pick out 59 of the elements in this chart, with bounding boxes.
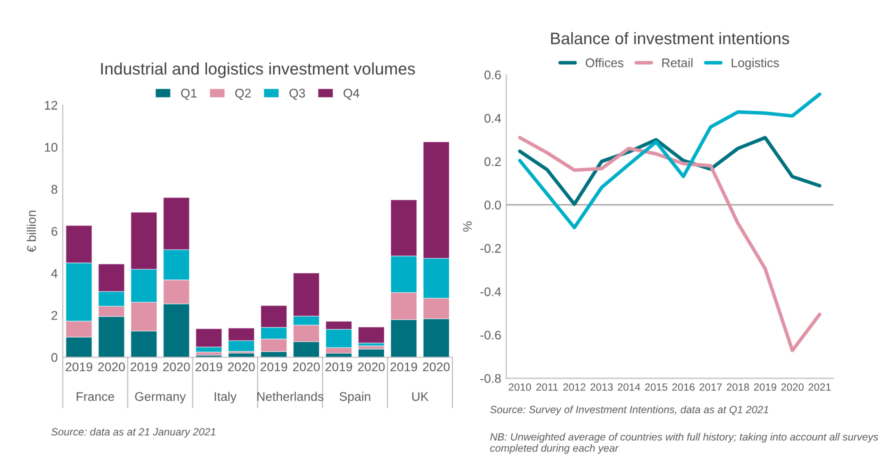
y-tick-label: 10	[44, 142, 58, 152]
x-tick-label: 2016	[672, 383, 695, 391]
x-tick-label: 2020	[358, 362, 385, 372]
source-note: Source: Survey of Investment Intentions, data as at Q1 2021	[490, 406, 768, 416]
x-tick-label: 2019	[196, 362, 222, 372]
text: Italy	[214, 392, 237, 404]
x-tick-label: 2010	[508, 383, 532, 391]
legend-label: Q3	[289, 88, 305, 100]
y-tick-label: -0.4	[480, 287, 502, 296]
chart-title: Industrial and logistics investment volumes	[101, 62, 415, 78]
x-tick-label: 2020	[293, 362, 320, 372]
y-tick-label: 2	[52, 311, 58, 320]
x-tick-label: 2014	[618, 383, 640, 391]
y-axis-title: %	[463, 221, 472, 232]
text: UK	[412, 392, 429, 401]
x-tick-label: 2021	[808, 383, 831, 391]
x-tick-label: 2020	[98, 362, 125, 372]
x-tick-label: 2019	[390, 362, 418, 372]
y-axis-title: € billion	[26, 210, 36, 252]
y-tick-label: -0.8	[480, 374, 501, 383]
legend-label: Logistics	[732, 58, 779, 70]
legend-label: Q1	[181, 88, 197, 100]
text: NB: Unweighted average of countries with full history; taking into account all surveys completed during each year	[490, 432, 878, 454]
x-tick-label: 2019	[326, 362, 352, 372]
x-tick-label: 2019	[260, 362, 288, 372]
legend-label: Retail	[662, 58, 692, 68]
x-tick-label: 2015	[645, 383, 668, 391]
y-tick-label: 6	[52, 226, 58, 236]
x-tick-label: 2011	[536, 383, 558, 391]
x-tick-label: 2020	[163, 362, 190, 372]
x-tick-label: 2020	[781, 383, 804, 391]
x-tick-label: 2012	[563, 383, 586, 391]
x-tick-label: 2019	[754, 383, 776, 391]
y-tick-label: 0.4	[484, 114, 502, 123]
text: Germany	[135, 392, 186, 404]
y-tick-label: 0.0	[484, 200, 501, 210]
chart-title: Balance of investment intentions	[551, 32, 790, 44]
y-tick-label: 4	[51, 269, 58, 278]
x-tick-label: 2018	[726, 383, 750, 391]
legend-label: Q2	[235, 88, 251, 100]
y-tick-label: -0.2	[480, 244, 501, 253]
legend-label: Offices	[586, 58, 624, 68]
source-note: Source: data as at 21 January 2021	[51, 428, 216, 438]
y-tick-label: 0	[51, 353, 58, 362]
x-tick-label: 2020	[422, 362, 450, 372]
y-tick-label: -0.6	[480, 330, 501, 340]
x-tick-label: 2019	[130, 362, 158, 372]
x-tick-label: 2019	[66, 362, 92, 372]
x-tick-label: 2017	[700, 383, 722, 391]
legend-label: Q4	[344, 88, 360, 100]
y-tick-label: 8	[51, 184, 58, 194]
text: France	[76, 392, 114, 401]
x-tick-label: 2020	[228, 362, 255, 372]
y-tick-label: 0.2	[484, 157, 501, 166]
x-tick-label: 2013	[590, 383, 613, 391]
text: Netherlands	[257, 392, 324, 401]
y-tick-label: 0.6	[484, 70, 501, 80]
y-tick-label: 12	[44, 100, 58, 110]
text: Spain	[340, 392, 370, 404]
